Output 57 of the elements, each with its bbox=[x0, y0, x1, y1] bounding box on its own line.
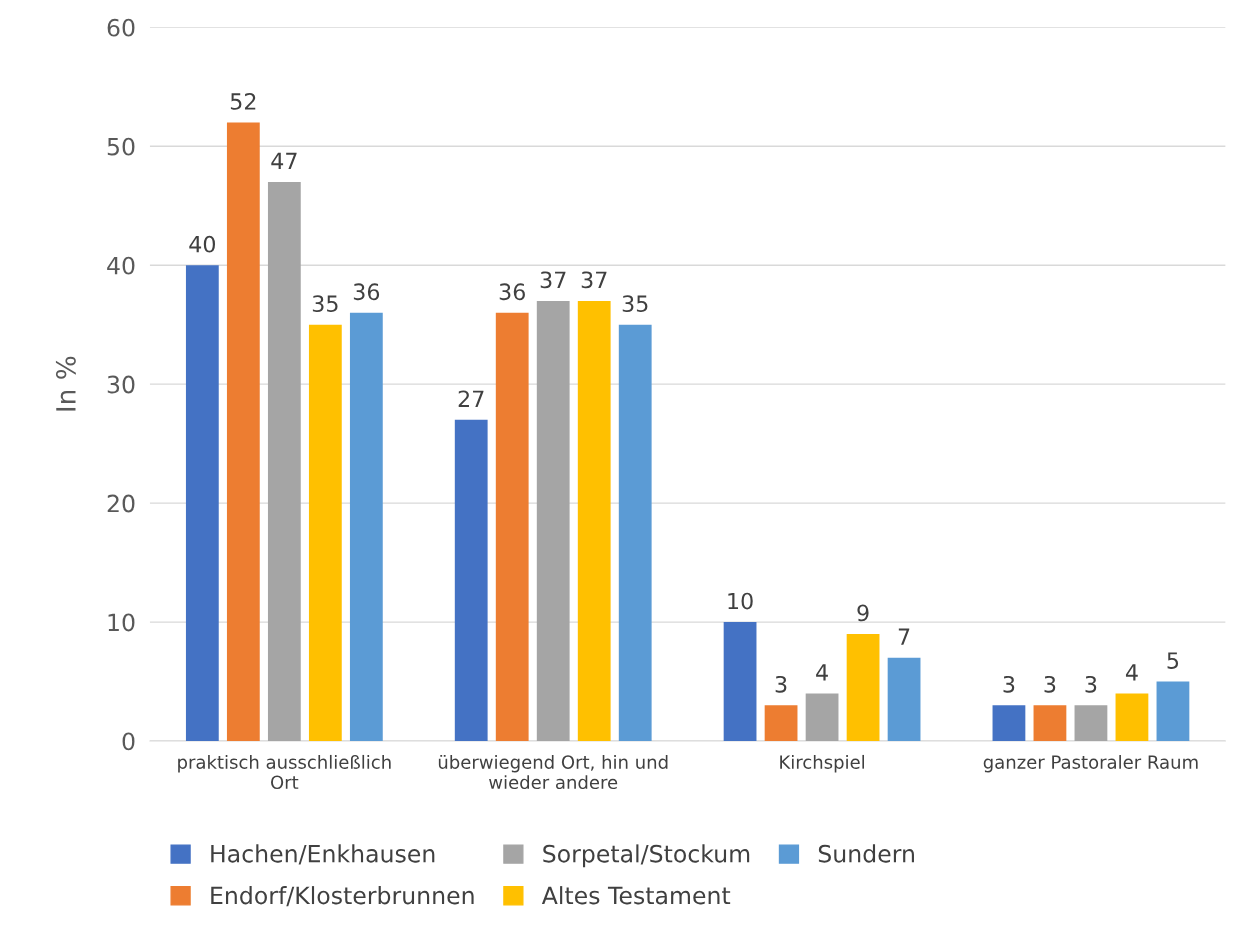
bar bbox=[764, 705, 798, 742]
x-tick-label: praktisch ausschließlich Ort bbox=[178, 754, 391, 790]
data-label: 3 bbox=[1085, 675, 1097, 693]
data-label: 4 bbox=[1125, 664, 1138, 681]
bar bbox=[577, 300, 611, 742]
data-label: 3 bbox=[775, 675, 787, 693]
legend-label: Endorf/Klosterbrunnen bbox=[211, 886, 474, 907]
bar bbox=[536, 300, 570, 742]
legend-label: Sundern bbox=[818, 844, 914, 863]
y-tick-label: 40 bbox=[107, 256, 135, 275]
bar bbox=[349, 312, 383, 742]
y-tick-label: 0 bbox=[122, 732, 135, 751]
bar bbox=[495, 312, 529, 742]
data-label: 52 bbox=[230, 93, 256, 110]
bar bbox=[992, 705, 1026, 742]
bar bbox=[1033, 705, 1067, 742]
data-label: 35 bbox=[312, 295, 338, 313]
data-label: 7 bbox=[898, 628, 910, 645]
data-label: 3 bbox=[1003, 675, 1015, 693]
bar bbox=[226, 122, 260, 742]
data-label: 40 bbox=[189, 235, 216, 253]
data-label: 9 bbox=[857, 604, 869, 622]
data-label: 47 bbox=[271, 152, 297, 169]
y-tick-label: 50 bbox=[107, 137, 135, 156]
bar bbox=[1156, 681, 1190, 742]
y-tick-label: 20 bbox=[107, 494, 135, 513]
y-tick-label: 30 bbox=[107, 375, 135, 394]
bar bbox=[267, 181, 301, 742]
y-tick-label: 60 bbox=[107, 18, 135, 37]
bar bbox=[308, 324, 342, 742]
legend-label: Hachen/Enkhausen bbox=[211, 844, 435, 865]
data-label: 36 bbox=[353, 283, 380, 301]
bar bbox=[1115, 693, 1149, 742]
bar bbox=[1074, 705, 1108, 742]
x-tick-label: überwiegend Ort, hin und wieder andere bbox=[438, 754, 668, 790]
bar bbox=[454, 419, 488, 742]
data-label: 5 bbox=[1167, 652, 1179, 669]
legend-label: Altes Testament bbox=[541, 886, 731, 905]
y-tick-label: 10 bbox=[108, 613, 135, 632]
bar bbox=[185, 265, 219, 742]
bar bbox=[618, 324, 652, 742]
data-label: 37 bbox=[581, 271, 607, 289]
data-label: 36 bbox=[499, 283, 525, 301]
data-label: 27 bbox=[458, 390, 484, 407]
bar bbox=[723, 622, 757, 742]
data-label: 37 bbox=[540, 271, 566, 289]
x-tick-label: ganzer Pastoraler Raum bbox=[983, 754, 1198, 773]
bar bbox=[887, 657, 921, 742]
data-label: 3 bbox=[1044, 675, 1056, 693]
data-label: 10 bbox=[728, 592, 753, 610]
legend-label: Sorpetal/Stockum bbox=[543, 844, 750, 868]
data-label: 4 bbox=[816, 664, 828, 681]
bar bbox=[805, 693, 839, 742]
y-axis-title: In % bbox=[55, 356, 76, 411]
bar bbox=[846, 633, 880, 742]
data-label: 35 bbox=[622, 295, 648, 313]
x-tick-label: Kirchspiel bbox=[780, 754, 865, 773]
